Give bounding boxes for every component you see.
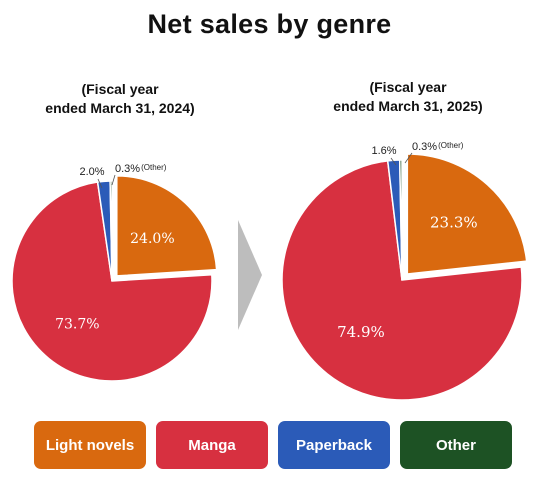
subtitle-fy2024-line2: ended March 31, 2024)	[45, 100, 195, 116]
slice-light-novels-0	[116, 175, 218, 277]
pie-charts: 24.0% 73.7% 2.0% 0.3%(Other) 23.3% 74.9% 1.6% 0…	[11, 141, 528, 401]
subtitle-fy2024: (Fiscal year ended March 31, 2024)	[20, 80, 220, 118]
slice-other-1	[398, 159, 403, 281]
label-light-novels-1: 23.3%	[430, 213, 478, 231]
legend-label-light-novels: Light novels	[45, 436, 135, 454]
pie-1: 23.3% 74.9% 1.6% 0.3%(Other)	[281, 141, 528, 401]
label-paperback-0: 2.0%	[79, 166, 104, 178]
label-manga-0: 73.7%	[55, 317, 99, 333]
legend-label-manga: Manga	[188, 436, 236, 454]
leader-paperback-0	[97, 178, 103, 189]
tag-other-1: (Other)	[438, 141, 464, 150]
label-light-novels-0: 24.0%	[130, 231, 174, 247]
legend: Light novels Manga Paperback Other	[0, 421, 539, 471]
slice-other-0	[109, 180, 113, 282]
tag-other-0: (Other)	[141, 163, 167, 172]
leader-other-1	[404, 152, 413, 164]
label-other-1: 0.3%(Other)	[412, 141, 464, 153]
subtitle-fy2025: (Fiscal year ended March 31, 2025)	[308, 78, 508, 116]
subtitle-fy2024-line1: (Fiscal year	[81, 81, 159, 97]
label-paperback-1: 1.6%	[371, 145, 396, 157]
label-manga-1: 74.9%	[337, 323, 385, 341]
subtitle-fy2025-line2: ended March 31, 2025)	[333, 98, 483, 114]
legend-label-paperback: Paperback	[296, 436, 372, 454]
slice-manga-1	[281, 160, 523, 401]
right-arrow-icon	[238, 220, 262, 330]
legend-label-other: Other	[435, 436, 476, 454]
label-other-0: 0.3%(Other)	[115, 163, 167, 175]
slice-light-novels-1	[406, 153, 528, 275]
leader-paperback-1	[390, 157, 397, 166]
legend-item-manga: Manga	[156, 421, 268, 469]
legend-item-light-novels: Light novels	[34, 421, 146, 469]
slice-manga-0	[11, 181, 213, 382]
legend-item-paperback: Paperback	[278, 421, 390, 469]
leader-other-0	[111, 174, 116, 186]
pie-0: 24.0% 73.7% 2.0% 0.3%(Other)	[11, 163, 218, 382]
subtitle-fy2025-line1: (Fiscal year	[369, 79, 447, 95]
legend-item-other: Other	[400, 421, 512, 469]
chart-title: Net sales by genre	[147, 9, 392, 39]
